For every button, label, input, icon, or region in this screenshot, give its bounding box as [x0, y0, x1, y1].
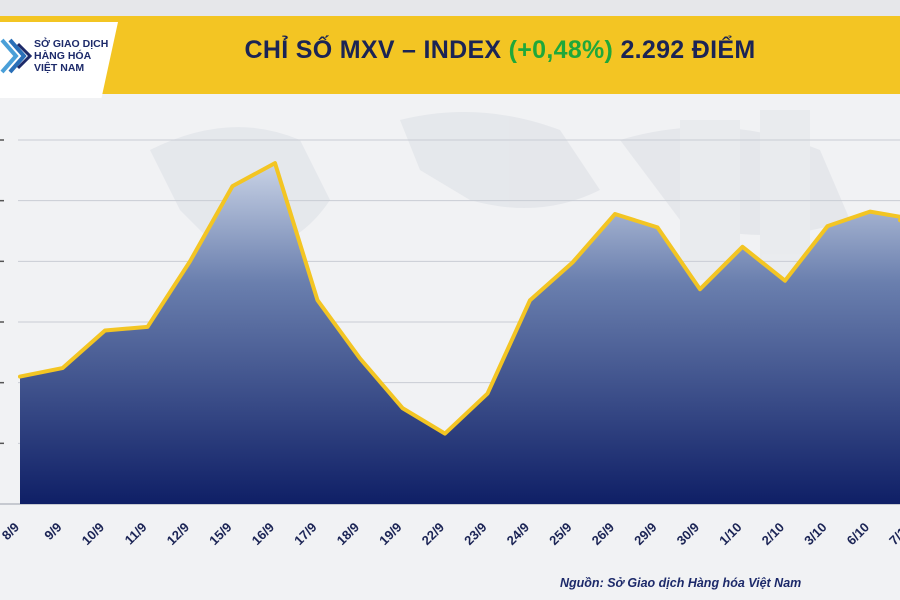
x-tick-label: 26/9 — [589, 520, 618, 549]
x-tick-label: 19/9 — [376, 520, 405, 549]
x-tick-label: 16/9 — [249, 520, 278, 549]
x-tick-label: 3/10 — [801, 520, 830, 549]
source-note: Nguồn: Sở Giao dịch Hàng hóa Việt Nam — [560, 576, 802, 590]
x-tick-label: 30/9 — [674, 520, 703, 549]
title-suffix: 2.292 ĐIỂM — [620, 36, 756, 64]
x-tick-label: 24/9 — [504, 520, 533, 549]
logo-text: SỞ GIAO DỊCH HÀNG HÓA VIỆT NAM — [34, 38, 114, 74]
top-strip — [0, 0, 900, 16]
x-tick-label: 6/10 — [844, 520, 873, 549]
x-tick-label: 1/10 — [716, 520, 745, 549]
x-tick-label: 2/10 — [759, 520, 788, 549]
x-tick-label: 18/9 — [334, 520, 363, 549]
x-tick-label: 23/9 — [461, 520, 490, 549]
x-tick-labels: 8/9 9/9 10/9 11/9 12/9 15/9 16/9 17/9 18/9 19/9 22… — [0, 520, 900, 549]
x-tick-label: 10/9 — [79, 520, 108, 549]
x-tick-label: 25/9 — [546, 520, 575, 549]
x-tick-label: 9/9 — [41, 520, 64, 543]
index-line — [18, 161, 900, 436]
x-tick-label: 29/9 — [631, 520, 660, 549]
x-tick-label: 15/9 — [206, 520, 235, 549]
logo-line-3: VIỆT NAM — [34, 62, 85, 74]
header-banner — [0, 16, 900, 94]
title-change: (+0,48%) — [508, 36, 614, 64]
title-prefix: CHỈ SỐ MXV – INDEX — [244, 36, 502, 64]
x-tick-label: 12/9 — [164, 520, 193, 549]
x-tick-label: 22/9 — [419, 520, 448, 549]
x-tick-label: 11/9 — [122, 520, 150, 548]
x-tick-label: 8/9 — [0, 520, 22, 543]
x-tick-label: 17/9 — [291, 520, 320, 549]
logo-line-2: HÀNG HÓA — [34, 50, 92, 62]
logo-chevron-icon — [0, 38, 33, 74]
chart-title: CHỈ SỐ MXV – INDEX (+0,48%) 2.292 ĐIỂM — [130, 36, 870, 65]
area-fill — [20, 163, 900, 504]
logo-line-1: SỞ GIAO DỊCH — [34, 38, 109, 50]
x-tick-label: 7/10 — [886, 520, 900, 549]
